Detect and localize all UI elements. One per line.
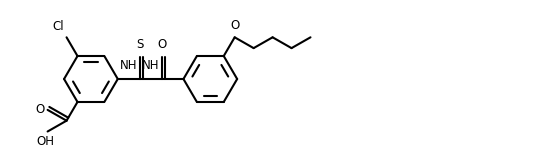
Text: O: O xyxy=(230,19,239,32)
Text: S: S xyxy=(136,39,143,52)
Text: O: O xyxy=(36,103,45,116)
Text: OH: OH xyxy=(37,135,54,148)
Text: NH: NH xyxy=(142,59,159,72)
Text: O: O xyxy=(157,39,166,52)
Text: Cl: Cl xyxy=(52,20,63,33)
Text: NH: NH xyxy=(120,59,138,72)
